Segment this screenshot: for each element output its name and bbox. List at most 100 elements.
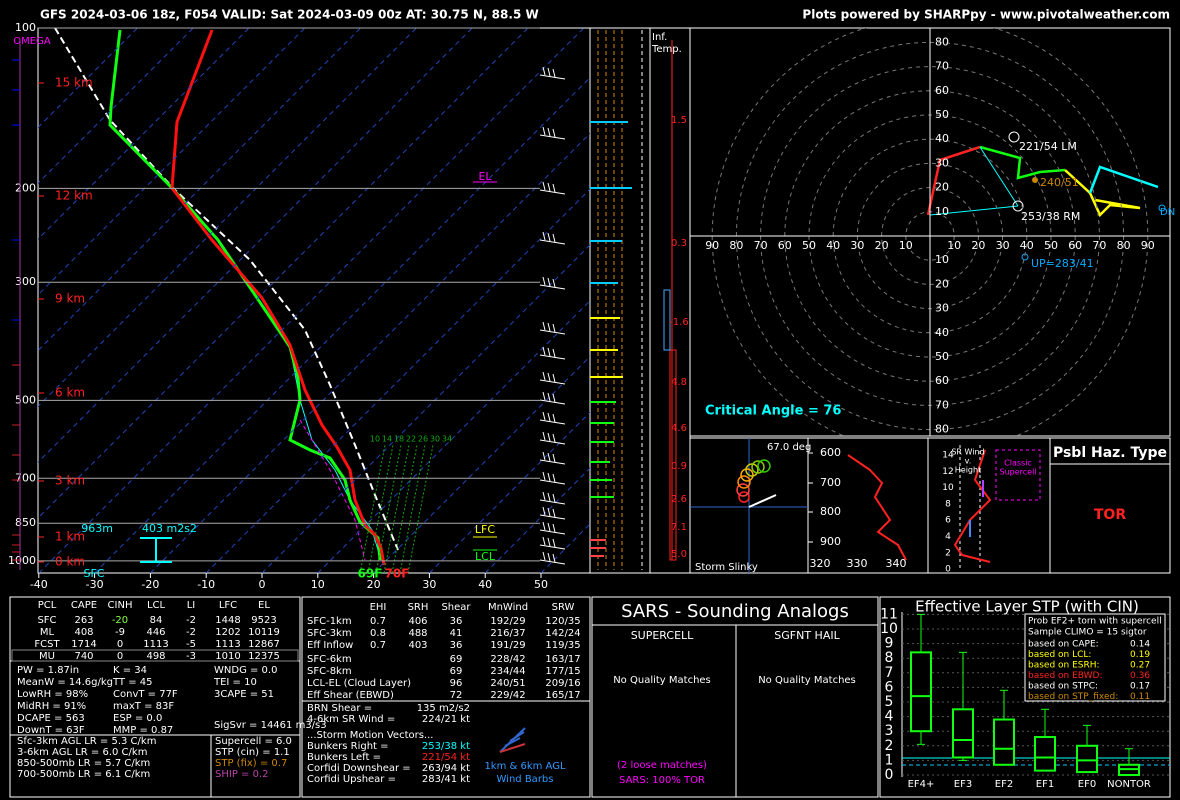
label: 0 (117, 639, 123, 650)
label: EL (258, 600, 270, 611)
stp-tick: 7 (885, 665, 894, 681)
label: 119/35 (545, 640, 580, 651)
label: CINH (108, 600, 133, 611)
label: -2 (186, 627, 196, 638)
label: 228/42 (490, 654, 525, 665)
stp-tick: 9 (885, 636, 894, 652)
isotherm (38, 28, 361, 352)
wind-barb (539, 371, 566, 385)
box (910, 651, 932, 733)
label: LCL (147, 600, 166, 611)
hodo-tick: 80 (729, 239, 743, 252)
label: EF3 (954, 779, 972, 790)
label: -5 (186, 639, 196, 650)
label: Psbl Haz. Type (1053, 445, 1167, 461)
box (1076, 744, 1098, 774)
height-label: 9 km (55, 292, 85, 306)
hodo-tick: 80 (1117, 239, 1131, 252)
label: CAPE (71, 600, 97, 611)
label: TT = 45 (112, 677, 153, 688)
label: EF1 (1036, 779, 1054, 790)
label: 96 (450, 678, 463, 689)
hodo-tick: 60 (1068, 239, 1082, 252)
hodo-tick: 10 (947, 239, 961, 252)
label: 221/54 LM (1019, 140, 1077, 153)
stp-tick: 1 (885, 752, 894, 768)
hodo-tick: 60 (935, 374, 949, 387)
mixing-line (391, 444, 418, 573)
hodo-tick: 90 (1141, 239, 1155, 252)
label: Eff Inflow (307, 640, 353, 651)
label: 6 (945, 516, 951, 526)
wind-barb (539, 551, 566, 565)
label: (2 loose matches) (617, 760, 707, 771)
mixing-line (359, 444, 386, 573)
label: SFC (37, 615, 56, 626)
label: Sfc-3km AGL LR = 5.3 C/km (17, 736, 156, 747)
label: Inf. (652, 32, 667, 43)
label: K = 34 (113, 665, 147, 676)
label: STP (fix) = 0.7 (215, 758, 287, 769)
pressure-label: 200 (15, 181, 36, 194)
temp-label: -30 (86, 578, 104, 591)
dewpoint-profile (108, 29, 382, 561)
stp-tick: 11 (880, 606, 898, 622)
label: SHIP = 0.2 (215, 769, 269, 780)
hodo-tick: 70 (754, 239, 768, 252)
wind-barb (539, 411, 566, 425)
label: SUPERCELL (631, 629, 694, 642)
label: 850-500mb LR = 5.7 C/km (17, 758, 150, 769)
label: 240/51 (1040, 176, 1079, 189)
label: LCL (475, 550, 496, 563)
label: SFC-3km (307, 628, 352, 639)
wind-barb (539, 321, 566, 335)
label: 142/24 (545, 628, 580, 639)
label: -9 (115, 627, 125, 638)
label: SARS - Sounding Analogs (621, 601, 849, 622)
label: based on LCL: (1028, 650, 1091, 660)
label: LFC (475, 523, 495, 536)
label: MeanW = 14.6g/kg (17, 677, 113, 688)
isotherm (429, 411, 590, 573)
label: 0.14 (1130, 640, 1150, 650)
wind-barb (539, 276, 566, 290)
stp-tick: 10 (880, 621, 898, 637)
stp-tick: 2 (885, 738, 894, 754)
temp-label: 0 (259, 578, 266, 591)
label: 41 (450, 628, 463, 639)
wind-barb (539, 126, 566, 140)
hodo-tick: 10 (935, 253, 949, 266)
hodo-tick: 70 (935, 60, 949, 73)
label: 36 (450, 616, 463, 627)
label: 3CAPE = 51 (214, 689, 274, 700)
stp-tick: 3 (885, 723, 894, 739)
label: ...Storm Motion Vectors... (307, 730, 433, 741)
credit: Plots powered by SHARPpy - www.pivotalwe… (802, 8, 1170, 22)
mixing-line (375, 444, 402, 573)
label: BRN Shear = (307, 703, 372, 714)
label: Supercell (999, 468, 1036, 477)
label: 0.19 (1130, 650, 1150, 660)
label: 0.7 (370, 616, 386, 627)
label: 69F (358, 567, 383, 581)
height-label: 0 km (55, 555, 85, 569)
label: EF0 (1078, 779, 1096, 790)
label: 0.3 (671, 238, 687, 249)
label: 2 (945, 548, 951, 558)
label: 8 (945, 499, 951, 509)
label: Eff Shear (EBWD) (307, 690, 394, 701)
label: SGFNT HAIL (774, 629, 840, 642)
isotherm (38, 28, 473, 463)
hodo-tick: 40 (935, 326, 949, 339)
mixing-label: 30 (430, 435, 440, 444)
wind-barb (539, 521, 566, 535)
label: 0 (945, 565, 951, 575)
label: EL (478, 170, 492, 183)
wind-barb (539, 451, 566, 465)
hodo-tick: 70 (935, 398, 949, 411)
skewt-grid (38, 28, 590, 573)
height-label: 1 km (55, 530, 85, 544)
hodo-tick: 20 (935, 277, 949, 290)
label: 84 (150, 615, 163, 626)
